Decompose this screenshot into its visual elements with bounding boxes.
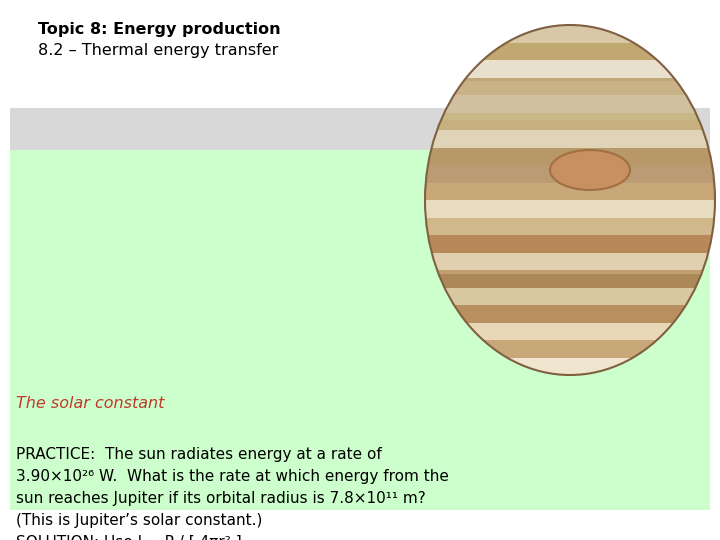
Text: PRACTICE:  The sun radiates energy at a rate of: PRACTICE: The sun radiates energy at a r… <box>16 447 382 462</box>
Bar <box>425 119 715 130</box>
Bar <box>425 273 715 287</box>
Bar <box>425 183 715 200</box>
Bar <box>425 165 715 183</box>
Bar <box>425 60 715 78</box>
Bar <box>425 322 715 340</box>
Bar <box>425 305 715 322</box>
Text: sun reaches Jupiter if its orbital radius is 7.8×10¹¹ m?: sun reaches Jupiter if its orbital radiu… <box>16 491 426 506</box>
Bar <box>10 150 710 510</box>
Bar <box>425 95 715 112</box>
Bar <box>425 25 715 43</box>
Bar <box>10 108 710 150</box>
Bar <box>425 112 715 130</box>
Bar <box>425 78 715 95</box>
Text: SOLUTION: Use I = P / [ 4πr² ]: SOLUTION: Use I = P / [ 4πr² ] <box>16 535 242 540</box>
Bar <box>425 340 715 357</box>
Bar <box>425 315 715 322</box>
Text: 8.2 – Thermal energy transfer: 8.2 – Thermal energy transfer <box>38 43 279 58</box>
Bar <box>425 253 715 270</box>
Bar <box>425 165 715 183</box>
Ellipse shape <box>550 150 630 190</box>
Bar <box>425 130 715 147</box>
Bar <box>425 235 715 253</box>
Bar <box>425 43 715 60</box>
Bar <box>425 147 715 165</box>
Bar <box>425 200 715 218</box>
Text: (This is Jupiter’s solar constant.): (This is Jupiter’s solar constant.) <box>16 513 262 528</box>
Bar <box>425 225 715 235</box>
Bar <box>425 270 715 287</box>
Text: 3.90×10²⁶ W.  What is the rate at which energy from the: 3.90×10²⁶ W. What is the rate at which e… <box>16 469 449 484</box>
Bar <box>425 81 715 95</box>
Text: Topic 8: Energy production: Topic 8: Energy production <box>38 22 281 37</box>
Bar <box>425 287 715 305</box>
Bar <box>425 357 715 375</box>
Bar <box>425 218 715 235</box>
Text: The solar constant: The solar constant <box>16 396 164 411</box>
